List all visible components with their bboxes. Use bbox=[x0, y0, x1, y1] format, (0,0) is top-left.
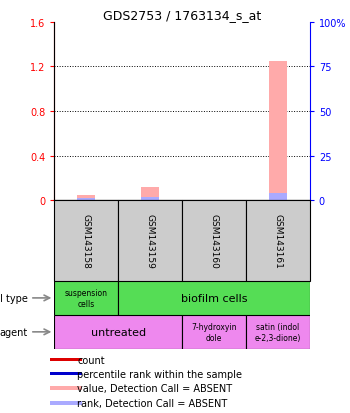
Text: GSM143160: GSM143160 bbox=[209, 214, 218, 268]
Text: GSM143161: GSM143161 bbox=[273, 214, 282, 268]
Bar bbox=[118, 281, 310, 315]
Text: agent: agent bbox=[0, 327, 27, 337]
Text: biofilm cells: biofilm cells bbox=[181, 293, 247, 303]
Text: suspension
cells: suspension cells bbox=[65, 289, 108, 308]
Bar bbox=[50, 401, 82, 405]
Text: value, Detection Call = ABSENT: value, Detection Call = ABSENT bbox=[77, 383, 232, 393]
Text: cell type: cell type bbox=[0, 293, 27, 303]
Text: percentile rank within the sample: percentile rank within the sample bbox=[77, 369, 243, 379]
Text: satin (indol
e-2,3-dione): satin (indol e-2,3-dione) bbox=[255, 323, 301, 342]
Bar bbox=[77, 199, 95, 201]
Bar bbox=[205, 200, 223, 201]
Bar bbox=[182, 201, 246, 281]
Text: 7-hydroxyin
dole: 7-hydroxyin dole bbox=[191, 323, 237, 342]
Bar bbox=[141, 188, 159, 201]
Bar bbox=[54, 315, 182, 349]
Text: rank, Detection Call = ABSENT: rank, Detection Call = ABSENT bbox=[77, 398, 228, 408]
Text: count: count bbox=[77, 355, 105, 365]
Bar bbox=[50, 372, 82, 375]
Text: untreated: untreated bbox=[91, 327, 146, 337]
Bar bbox=[54, 201, 118, 281]
Bar bbox=[269, 193, 287, 201]
Bar bbox=[50, 358, 82, 361]
Bar bbox=[77, 195, 95, 201]
Bar bbox=[182, 315, 246, 349]
Bar bbox=[54, 281, 118, 315]
Text: GSM143159: GSM143159 bbox=[146, 214, 155, 268]
Title: GDS2753 / 1763134_s_at: GDS2753 / 1763134_s_at bbox=[103, 9, 261, 21]
Bar bbox=[205, 200, 223, 201]
Bar bbox=[50, 386, 82, 389]
Bar bbox=[118, 201, 182, 281]
Text: GSM143158: GSM143158 bbox=[82, 214, 91, 268]
Bar bbox=[269, 62, 287, 201]
Bar bbox=[246, 315, 310, 349]
Bar bbox=[141, 198, 159, 201]
Bar bbox=[246, 201, 310, 281]
